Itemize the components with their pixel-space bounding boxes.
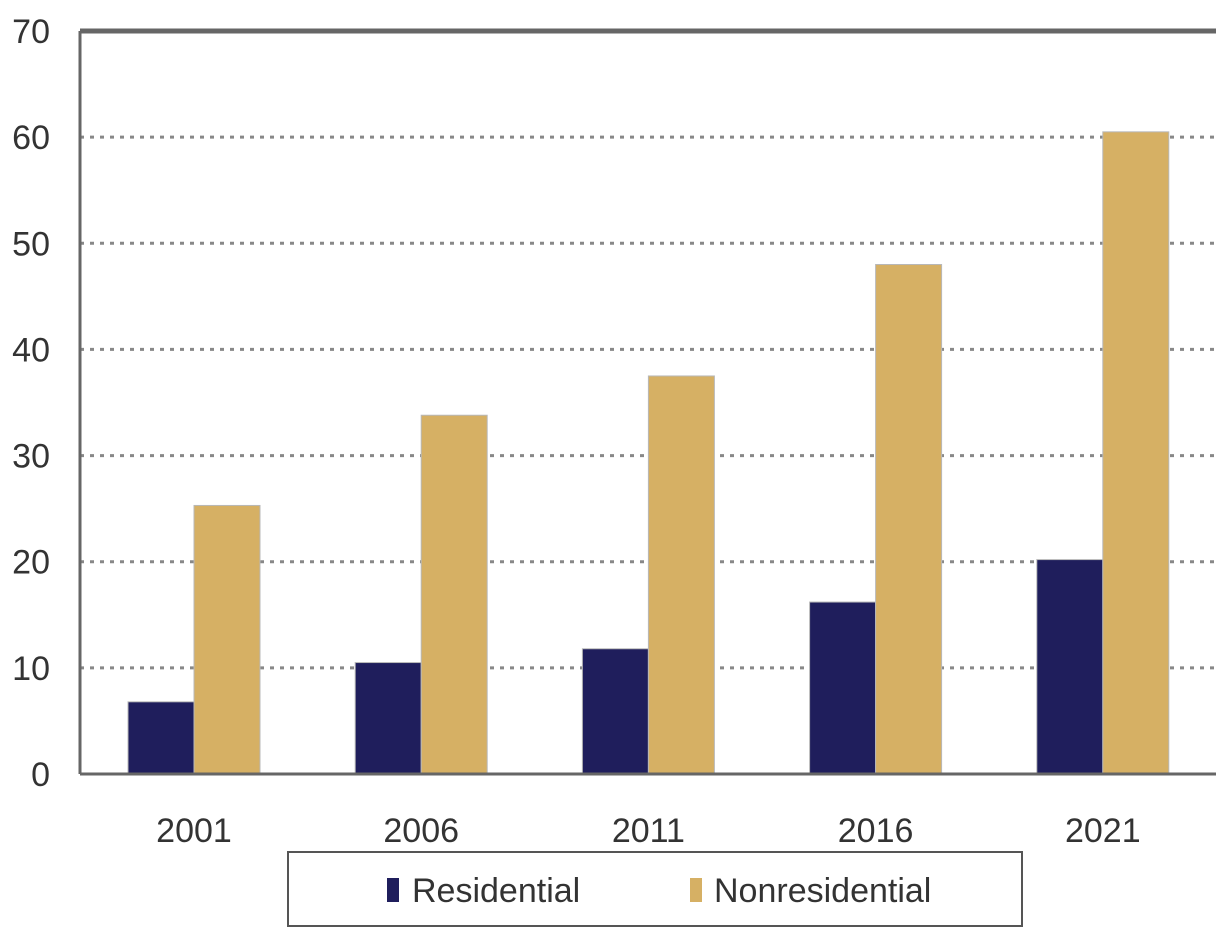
legend-swatch-residential xyxy=(387,878,399,902)
x-tick-label: 2016 xyxy=(838,812,914,850)
bar-residential-2021 xyxy=(1036,559,1104,775)
bar-nonresidential-2001 xyxy=(193,504,261,775)
y-tick-label: 0 xyxy=(31,756,50,794)
legend: Residential Nonresidential xyxy=(287,851,1023,927)
x-tick-label: 2021 xyxy=(1065,812,1141,850)
bars xyxy=(127,131,1170,775)
bar-nonresidential-2006 xyxy=(420,414,488,775)
bar-nonresidential-2016 xyxy=(875,264,943,775)
y-tick-label: 50 xyxy=(12,225,50,263)
bar-nonresidential-2021 xyxy=(1102,131,1170,775)
x-tick-label: 2006 xyxy=(383,812,459,850)
bar-residential-2006 xyxy=(354,662,422,775)
axes xyxy=(78,28,1216,776)
y-tick-label: 40 xyxy=(12,331,50,369)
y-tick-label: 60 xyxy=(12,119,50,157)
y-tick-label: 70 xyxy=(12,13,50,51)
bar-residential-2016 xyxy=(809,601,877,775)
y-tick-label: 20 xyxy=(12,544,50,582)
x-tick-label: 2011 xyxy=(612,812,685,850)
legend-box xyxy=(287,851,1023,927)
x-tick-label: 2001 xyxy=(156,812,232,850)
y-axis-tick-labels: 0 10 20 30 40 50 60 70 xyxy=(12,13,50,794)
bar-residential-2011 xyxy=(581,648,649,775)
y-tick-label: 10 xyxy=(12,650,50,688)
y-tick-label: 30 xyxy=(12,438,50,476)
bar-nonresidential-2011 xyxy=(647,375,715,775)
legend-swatch-nonresidential xyxy=(690,878,702,902)
x-axis-tick-labels: 2001 2006 2011 2016 2021 xyxy=(156,812,1140,850)
legend-label-nonresidential: Nonresidential xyxy=(714,872,931,910)
legend-label-residential: Residential xyxy=(412,872,580,910)
bar-residential-2001 xyxy=(127,701,195,775)
